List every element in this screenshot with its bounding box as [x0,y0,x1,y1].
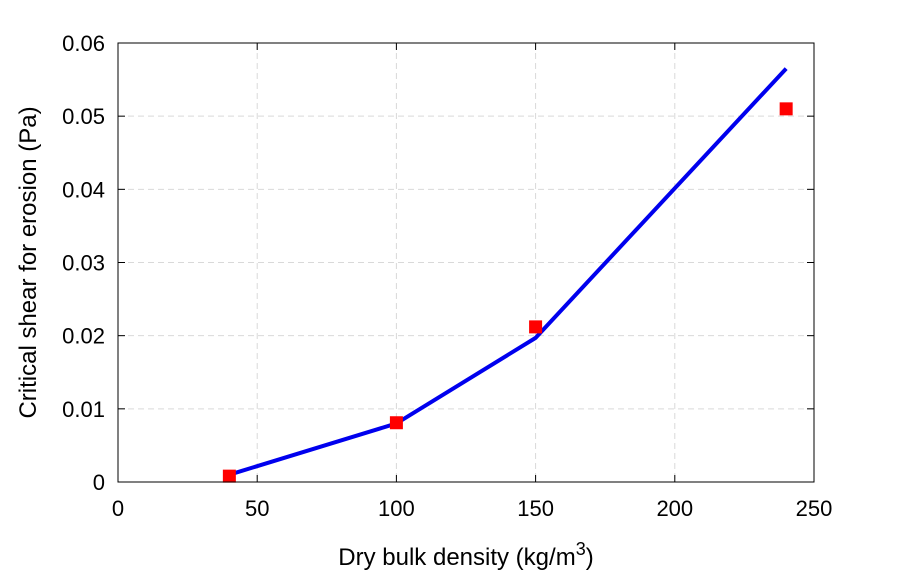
data-point-marker [529,320,543,334]
x-axis-label-main: Dry bulk density (kg/m [338,544,575,571]
line-series [228,67,788,477]
x-tick-label: 250 [796,496,833,521]
x-tick-label: 50 [245,496,269,521]
grid [118,43,814,482]
x-axis-label: Dry bulk density (kg/m3) [338,539,593,571]
series-line [228,67,788,477]
y-tick-labels: 0 0.01 0.02 0.03 0.04 0.05 0.06 [62,31,105,495]
data-point-marker [222,469,236,483]
ticks [117,42,815,483]
x-tick-label: 100 [378,496,415,521]
data-point-marker [779,102,793,116]
marker-series [222,102,793,483]
data-point-marker [389,416,403,430]
x-tick-labels: 0 50 100 150 200 250 [112,496,832,521]
y-tick-label: 0.06 [62,31,105,56]
y-tick-label: 0.04 [62,177,105,202]
y-tick-label: 0 [93,470,105,495]
y-tick-label: 0.02 [62,324,105,349]
x-axis-label-superscript: 3 [576,539,586,559]
y-tick-label: 0.03 [62,251,105,276]
x-tick-label: 0 [112,496,124,521]
x-tick-label: 200 [656,496,693,521]
x-axis-label-suffix: ) [586,544,594,571]
y-tick-label: 0.01 [62,397,105,422]
y-axis-label: Critical shear for erosion (Pa) [15,106,42,418]
x-tick-label: 150 [517,496,554,521]
y-tick-label: 0.05 [62,104,105,129]
